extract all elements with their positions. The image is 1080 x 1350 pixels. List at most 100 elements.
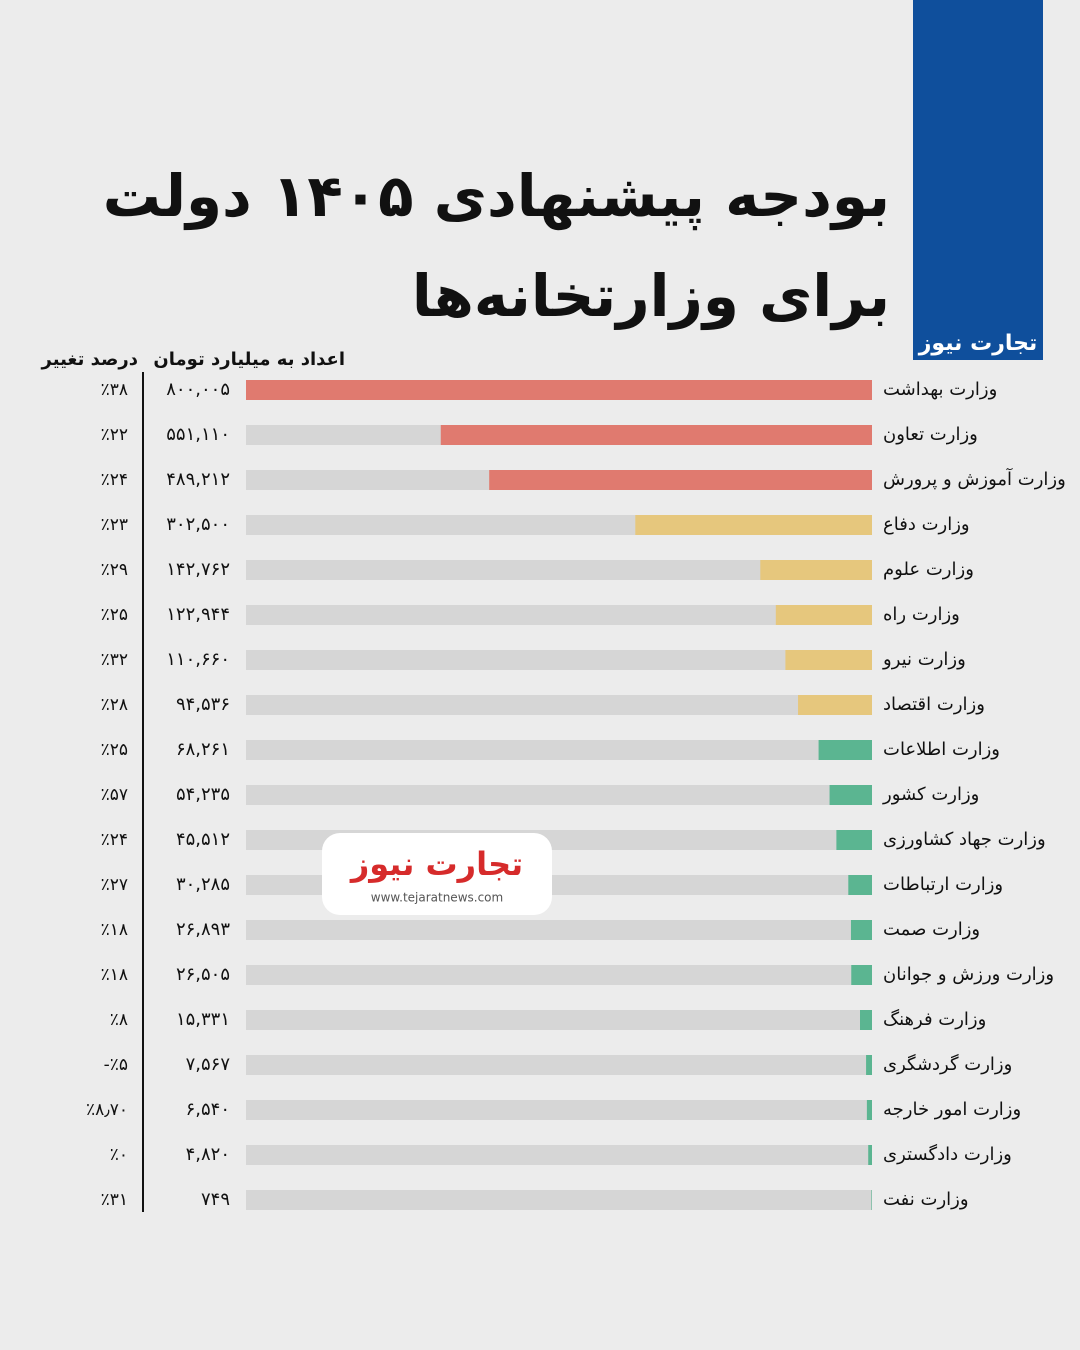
change-label: ٪۳۲ <box>101 650 128 670</box>
change-label: ٪۰ <box>110 1145 128 1165</box>
bar <box>775 605 872 625</box>
bar-track <box>246 785 872 805</box>
change-label: ٪۲۲ <box>101 425 128 445</box>
change-label: ٪۲۵ <box>101 740 128 760</box>
bar <box>760 560 872 580</box>
category-label: وزارت تعاون <box>883 424 978 445</box>
bar <box>866 1100 872 1120</box>
bar-track <box>246 695 872 715</box>
change-label: ٪۲۴ <box>101 830 128 850</box>
value-label: ۹۴,۵۳۶ <box>176 694 230 715</box>
value-label: ۳۰,۲۸۵ <box>176 874 230 895</box>
bar-track <box>246 560 872 580</box>
change-label: ٪۲۹ <box>101 560 128 580</box>
value-label: ۵۴,۲۳۵ <box>176 784 230 805</box>
category-label: وزارت اقتصاد <box>883 694 985 715</box>
bar <box>246 380 872 400</box>
category-label: وزارت ارتباطات <box>883 874 1003 895</box>
bar <box>785 650 872 670</box>
bar <box>635 515 872 535</box>
change-label: ٪۲۷ <box>101 875 128 895</box>
category-label: وزارت نفت <box>883 1189 969 1210</box>
bar <box>489 470 872 490</box>
category-label: وزارت گردشگری <box>883 1053 1012 1075</box>
watermark: تجارت نیوز www.tejaratnews.com <box>322 833 552 915</box>
brand-banner <box>913 0 1043 330</box>
bar <box>848 875 872 895</box>
category-label: وزارت دادگستری <box>883 1143 1012 1165</box>
bar <box>836 830 872 850</box>
change-label: -٪۵ <box>104 1055 128 1075</box>
logo: تجارت نیوز <box>918 331 1038 356</box>
bar-track <box>246 920 872 940</box>
change-label: ٪۲۴ <box>101 470 128 490</box>
category-label: وزارت بهداشت <box>883 379 997 400</box>
category-label: وزارت صمت <box>883 919 980 940</box>
value-label: ۱۴۲,۷۶۲ <box>166 559 230 580</box>
category-label: وزارت فرهنگ <box>883 1008 986 1030</box>
bar-track <box>246 740 872 760</box>
value-label: ۳۰۲,۵۰۰ <box>166 514 230 535</box>
category-label: وزارت دفاع <box>883 514 970 535</box>
change-label: ٪۲۸ <box>101 695 128 715</box>
category-label: وزارت جهاد کشاورزی <box>883 829 1046 850</box>
bar-track <box>246 1055 872 1075</box>
category-label: وزارت آموزش و پرورش <box>883 467 1066 490</box>
value-label: ۱۲۲,۹۴۴ <box>166 604 230 625</box>
value-label: ۸۰۰,۰۰۵ <box>166 379 230 400</box>
logo-box <box>913 326 1043 360</box>
change-label: ٪۳۸ <box>101 380 128 400</box>
change-label: ٪۱۸ <box>101 920 128 940</box>
bar <box>850 920 872 940</box>
value-label: ۶۸,۲۶۱ <box>176 739 230 760</box>
bar <box>868 1145 872 1165</box>
change-label: ٪۱۸ <box>101 965 128 985</box>
bar-track <box>246 1190 872 1210</box>
bar <box>866 1055 872 1075</box>
value-label: ۵۵۱,۱۱۰ <box>166 424 230 445</box>
change-label: ٪۲۳ <box>101 515 128 535</box>
bar <box>860 1010 872 1030</box>
value-label: ۷۴۹ <box>201 1189 230 1210</box>
category-label: وزارت راه <box>883 604 960 625</box>
watermark-box <box>322 833 552 915</box>
change-label: ٪۸ <box>110 1010 128 1030</box>
bar <box>851 965 872 985</box>
category-label: وزارت ورزش و جوانان <box>883 964 1054 985</box>
column-header: اعداد به میلیارد تومان <box>153 349 345 370</box>
category-label: وزارت امور خارجه <box>883 1099 1021 1120</box>
value-label: ۲۶,۵۰۵ <box>176 964 230 985</box>
bar-track <box>246 1100 872 1120</box>
bar-track <box>246 1010 872 1030</box>
bar-track <box>246 965 872 985</box>
watermark-url: www.tejaratnews.com <box>371 891 503 905</box>
bar <box>829 785 872 805</box>
value-label: ۶,۵۴۰ <box>186 1099 230 1120</box>
column-header: درصد تغییر <box>41 349 138 370</box>
bar <box>818 740 872 760</box>
value-label: ۴,۸۲۰ <box>186 1144 230 1165</box>
value-label: ۱۱۰,۶۶۰ <box>166 649 230 670</box>
watermark-logo: تجارت نیوز <box>349 845 523 883</box>
change-label: ٪۲۵ <box>101 605 128 625</box>
value-label: ۷,۵۶۷ <box>186 1054 231 1075</box>
bar <box>440 425 872 445</box>
change-label: ٪۳۱ <box>101 1190 128 1210</box>
value-label: ۴۸۹,۲۱۲ <box>166 469 230 490</box>
value-label: ۲۶,۸۹۳ <box>176 919 230 940</box>
chart-subtitle: برای وزارتخانه‌ها <box>412 262 890 331</box>
category-label: وزارت علوم <box>883 559 974 580</box>
category-label: وزارت نیرو <box>882 649 966 670</box>
category-label: وزارت اطلاعات <box>883 739 1000 760</box>
change-label: ٪۸٫۷۰ <box>86 1100 128 1120</box>
value-label: ۴۵,۵۱۲ <box>176 829 230 850</box>
category-label: وزارت کشور <box>882 784 979 805</box>
chart-title: بودجه پیشنهادی ۱۴۰۵ دولت <box>103 162 890 231</box>
bar <box>798 695 872 715</box>
bar-track <box>246 605 872 625</box>
value-label: ۱۵,۳۳۱ <box>176 1009 230 1030</box>
bar-track <box>246 650 872 670</box>
bar <box>871 1190 872 1210</box>
change-label: ٪۵۷ <box>101 785 128 805</box>
